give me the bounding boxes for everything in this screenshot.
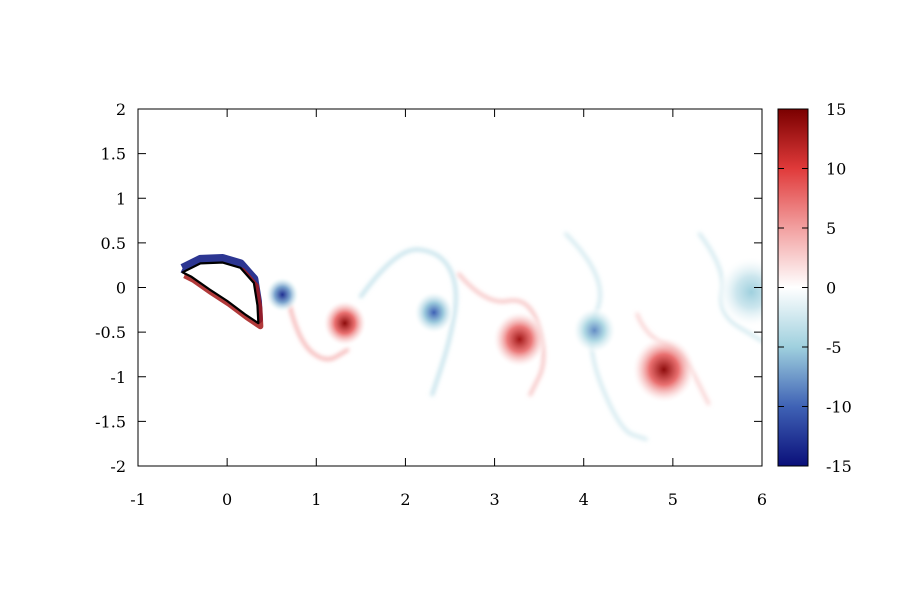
colorbar-tick-label: 0: [826, 279, 836, 298]
colorbar-tick-label: 15: [826, 100, 846, 119]
y-tick-label: -1.5: [95, 412, 126, 431]
vortex: [631, 335, 697, 404]
wake-filament: [287, 303, 350, 361]
x-tick-label: 3: [489, 490, 499, 509]
x-tick-label: 2: [400, 490, 410, 509]
y-tick-label: -0.5: [95, 323, 126, 342]
wake-filament: [359, 247, 458, 397]
y-tick-label: -2: [110, 457, 126, 476]
y-tick-label: 1.5: [101, 145, 126, 164]
x-tick-label: 1: [311, 490, 321, 509]
airfoil: [181, 261, 260, 325]
colorbar-tick-label: 5: [826, 219, 836, 238]
vortex: [717, 256, 762, 328]
colorbar-tick-label: 10: [826, 160, 846, 179]
y-tick-label: 0.5: [101, 234, 126, 253]
y-axis: 2 1.5 1 0.5 0 -0.5 -1 -1.5 -2: [95, 100, 762, 476]
vortex: [322, 300, 367, 347]
vortex: [572, 307, 617, 354]
colorbar-tick-label: -15: [826, 457, 852, 476]
colorbar-axis: 15 10 5 0 -5 -10 -15: [778, 100, 852, 476]
y-tick-label: 1: [116, 189, 126, 208]
wake-filament: [457, 272, 546, 397]
x-tick-label: 4: [579, 490, 589, 509]
y-tick-label: 0: [116, 279, 126, 298]
y-tick-label: -1: [110, 368, 126, 387]
x-tick-label: 6: [757, 490, 767, 509]
x-tick-label: 0: [222, 490, 232, 509]
x-tick-label: -1: [130, 490, 146, 509]
colorbar-tick-label: -10: [826, 398, 852, 417]
colorbar-tick-label: -5: [826, 338, 842, 357]
x-tick-label: 5: [668, 490, 678, 509]
airfoil-layer: [180, 254, 264, 330]
vortex: [265, 276, 300, 313]
x-axis: -1 0 1 2 3 4 5 6: [130, 109, 767, 509]
vortex: [492, 310, 547, 368]
y-tick-label: 2: [116, 100, 126, 119]
vorticity-field: [265, 232, 762, 441]
vortex: [413, 291, 455, 334]
